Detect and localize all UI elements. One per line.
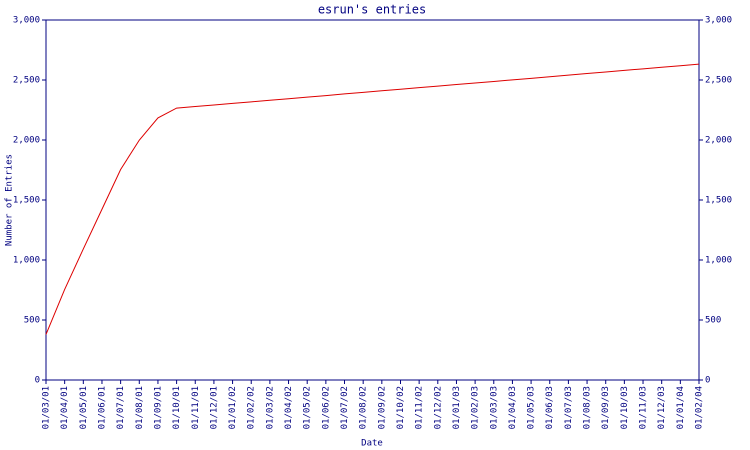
y-axis-label: Number of Entries bbox=[5, 154, 15, 246]
x-tick-label: 01/10/03 bbox=[620, 386, 630, 429]
y2-tick-label: 0 bbox=[705, 376, 710, 386]
x-tick-label: 01/04/03 bbox=[508, 386, 518, 429]
x-tick-label: 01/05/02 bbox=[303, 386, 313, 429]
y-tick-label: 1,500 bbox=[13, 196, 40, 206]
x-tick-label: 01/05/03 bbox=[527, 386, 537, 429]
x-tick-label: 01/03/01 bbox=[42, 386, 52, 429]
x-tick-label: 01/08/01 bbox=[135, 386, 145, 429]
x-tick-label: 01/07/03 bbox=[564, 386, 574, 429]
y2-tick-label: 2,500 bbox=[705, 76, 732, 86]
x-tick-label: 01/11/01 bbox=[191, 386, 201, 429]
x-axis-label: Date bbox=[361, 439, 383, 449]
x-tick-label: 01/07/01 bbox=[116, 386, 126, 429]
x-tick-label: 01/03/03 bbox=[489, 386, 499, 429]
x-tick-label: 01/10/01 bbox=[172, 386, 182, 429]
x-tick-label: 01/02/03 bbox=[471, 386, 481, 429]
x-tick-label: 01/11/03 bbox=[639, 386, 649, 429]
x-tick-label: 01/12/01 bbox=[209, 386, 219, 429]
x-tick-label: 01/12/03 bbox=[657, 386, 667, 429]
x-tick-label: 01/08/02 bbox=[359, 386, 369, 429]
x-tick-label: 01/02/04 bbox=[695, 386, 705, 429]
x-tick-label: 01/02/02 bbox=[247, 386, 257, 429]
x-tick-label: 01/06/03 bbox=[545, 386, 555, 429]
x-tick-label: 01/09/02 bbox=[377, 386, 387, 429]
x-tick-label: 01/06/02 bbox=[321, 386, 331, 429]
x-tick-label: 01/01/04 bbox=[676, 386, 686, 429]
y-tick-label: 2,500 bbox=[13, 76, 40, 86]
x-tick-label: 01/01/03 bbox=[452, 386, 462, 429]
x-tick-label: 01/12/02 bbox=[433, 386, 443, 429]
y-tick-label: 2,000 bbox=[13, 136, 40, 146]
x-tick-label: 01/06/01 bbox=[97, 386, 107, 429]
x-tick-label: 01/03/02 bbox=[265, 386, 275, 429]
y2-tick-label: 500 bbox=[705, 316, 721, 326]
x-tick-label: 01/10/02 bbox=[396, 386, 406, 429]
x-tick-label: 01/11/02 bbox=[415, 386, 425, 429]
x-tick-label: 01/07/02 bbox=[340, 386, 350, 429]
y2-tick-label: 2,000 bbox=[705, 136, 732, 146]
y-tick-label: 0 bbox=[35, 376, 40, 386]
x-tick-label: 01/04/01 bbox=[60, 386, 70, 429]
x-tick-label: 01/04/02 bbox=[284, 386, 294, 429]
y-tick-label: 1,000 bbox=[13, 256, 40, 266]
x-tick-label: 01/05/01 bbox=[79, 386, 89, 429]
x-tick-label: 01/09/01 bbox=[153, 386, 163, 429]
y2-tick-label: 3,000 bbox=[705, 16, 732, 26]
y2-tick-label: 1,500 bbox=[705, 196, 732, 206]
x-tick-label: 01/09/03 bbox=[601, 386, 611, 429]
x-tick-label: 01/08/03 bbox=[583, 386, 593, 429]
chart-title: esrun's entries bbox=[318, 3, 426, 17]
x-tick-label: 01/01/02 bbox=[228, 386, 238, 429]
y-tick-label: 500 bbox=[24, 316, 40, 326]
y-tick-label: 3,000 bbox=[13, 16, 40, 26]
data-line bbox=[45, 63, 700, 335]
y2-tick-label: 1,000 bbox=[705, 256, 732, 266]
